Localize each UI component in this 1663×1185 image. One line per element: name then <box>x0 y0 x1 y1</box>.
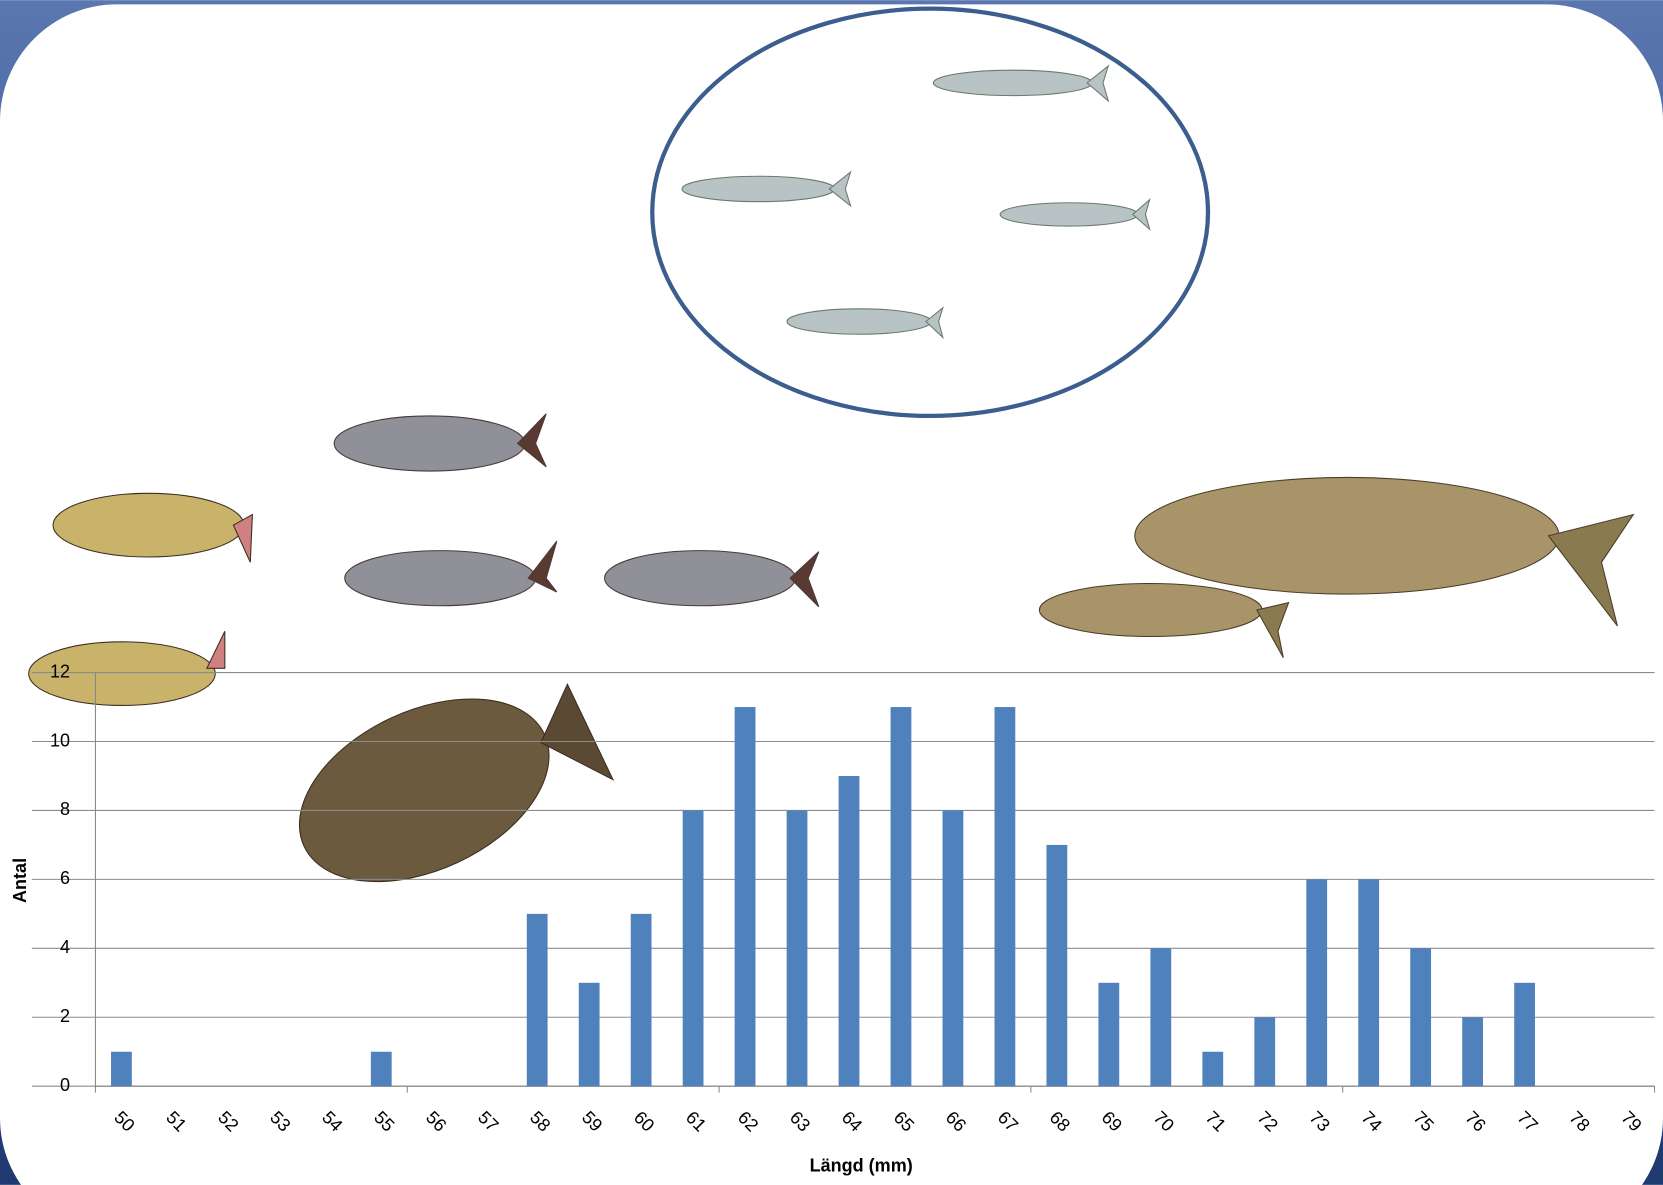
y-tick-label: 6 <box>60 868 70 888</box>
bar <box>1046 844 1068 1087</box>
bar <box>1254 1017 1276 1087</box>
bar <box>111 1051 132 1087</box>
bar <box>1150 948 1172 1087</box>
y-tick-label: 0 <box>60 1075 70 1095</box>
x-axis-title: Längd (mm) <box>810 1156 913 1176</box>
bar <box>1098 982 1120 1087</box>
bar <box>1410 948 1432 1087</box>
y-tick-label: 2 <box>60 1006 70 1026</box>
bar <box>838 775 860 1087</box>
bar <box>786 810 808 1087</box>
bar <box>994 707 1016 1087</box>
bar <box>942 810 964 1087</box>
bar <box>1202 1051 1224 1087</box>
bar <box>890 707 912 1087</box>
bar <box>1462 1017 1484 1087</box>
y-tick-label: 8 <box>60 799 70 819</box>
bar <box>370 1051 392 1087</box>
bar <box>682 810 704 1087</box>
y-tick-label: 10 <box>50 730 70 750</box>
y-tick-label: 4 <box>60 937 70 957</box>
bar <box>630 913 652 1087</box>
bar <box>1514 982 1535 1087</box>
bar <box>1358 879 1380 1087</box>
y-tick-label: 12 <box>50 661 70 681</box>
y-axis-title: Antal <box>10 858 30 903</box>
decoration <box>28 6 1635 883</box>
bar <box>526 913 548 1087</box>
panel <box>0 4 1663 1185</box>
bar <box>578 982 600 1087</box>
bar <box>734 707 756 1087</box>
bar <box>1306 879 1328 1087</box>
